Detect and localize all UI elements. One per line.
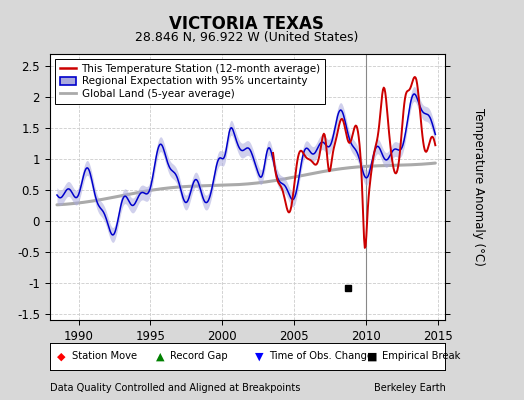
Text: Berkeley Earth: Berkeley Earth [374, 383, 445, 393]
Text: VICTORIA TEXAS: VICTORIA TEXAS [169, 15, 324, 33]
Legend: This Temperature Station (12-month average), Regional Expectation with 95% uncer: This Temperature Station (12-month avera… [55, 59, 325, 104]
Text: Station Move: Station Move [72, 351, 137, 362]
Text: ▲: ▲ [156, 351, 165, 362]
Text: Empirical Break: Empirical Break [382, 351, 461, 362]
Text: ◆: ◆ [58, 351, 66, 362]
Text: Time of Obs. Change: Time of Obs. Change [269, 351, 374, 362]
Text: 28.846 N, 96.922 W (United States): 28.846 N, 96.922 W (United States) [135, 32, 358, 44]
Text: Record Gap: Record Gap [170, 351, 228, 362]
Y-axis label: Temperature Anomaly (°C): Temperature Anomaly (°C) [472, 108, 485, 266]
Text: ■: ■ [367, 351, 377, 362]
Text: Data Quality Controlled and Aligned at Breakpoints: Data Quality Controlled and Aligned at B… [50, 383, 300, 393]
Text: ▼: ▼ [255, 351, 264, 362]
